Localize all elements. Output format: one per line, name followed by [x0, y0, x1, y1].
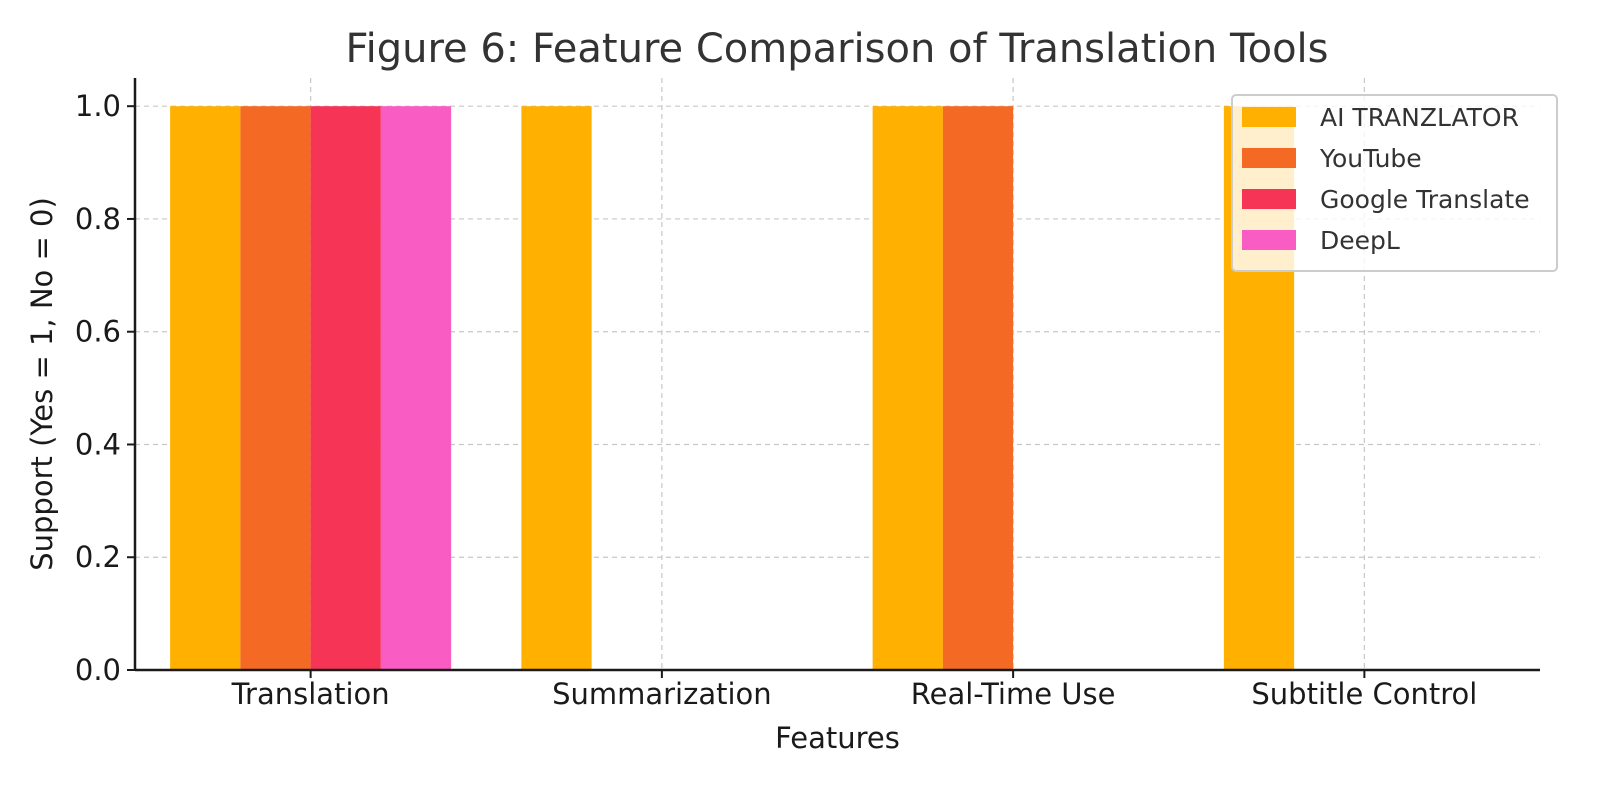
y-tick-label: 0.0	[75, 653, 121, 687]
axes-layer	[133, 78, 1540, 672]
bar	[942, 106, 1014, 670]
legend-swatch	[1242, 107, 1296, 127]
bar	[380, 106, 452, 670]
legend-swatch	[1242, 189, 1296, 209]
legend-label: AI TRANZLATOR	[1320, 103, 1519, 132]
ticks-layer: 0.0 0.2 0.4 0.6 0.8 1.0 Translation Summarizati…	[75, 89, 1477, 711]
x-tick-label: Summarization	[552, 677, 772, 711]
chart-title: Figure 6: Feature Comparison of Translat…	[345, 26, 1328, 72]
legend-label: YouTube	[1319, 144, 1422, 173]
bar	[170, 106, 241, 670]
x-tick-label: Real-Time Use	[911, 677, 1116, 711]
legend: AI TRANZLATOR YouTube Google Translate Deep…	[1231, 94, 1558, 272]
x-tick-label: Subtitle Control	[1251, 677, 1477, 711]
y-tick-label: 0.2	[75, 540, 121, 574]
bar	[310, 106, 381, 670]
legend-label: Google Translate	[1320, 185, 1530, 214]
bars-layer	[170, 106, 1295, 670]
y-tick-label: 0.8	[75, 202, 121, 236]
legend-label: DeepL	[1320, 226, 1400, 255]
legend-swatch	[1242, 148, 1296, 168]
x-tick-label: Translation	[231, 677, 390, 711]
bar	[521, 106, 592, 670]
y-tick-label: 0.4	[75, 427, 121, 461]
y-axis-title: Support (Yes = 1, No = 0)	[25, 197, 59, 571]
legend-box	[1231, 94, 1558, 272]
y-tick-label: 1.0	[75, 89, 121, 123]
bar	[872, 106, 943, 670]
legend-items: AI TRANZLATOR YouTube Google Translate Deep…	[1242, 103, 1530, 255]
x-axis-title: Features	[775, 721, 900, 755]
bar	[240, 106, 311, 670]
legend-swatch	[1242, 230, 1296, 250]
y-tick-label: 0.6	[75, 315, 121, 349]
